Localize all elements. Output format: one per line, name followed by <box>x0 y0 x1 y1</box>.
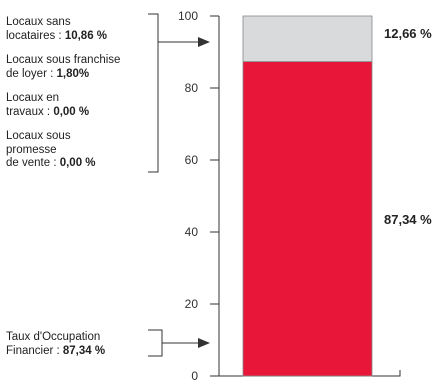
annotation-value: 0,00 % <box>53 105 90 118</box>
y-tick-label: 80 <box>185 81 199 95</box>
annotation-label: Taux d'Occupation Financier : <box>6 331 101 357</box>
bar-segment-1 <box>242 15 373 62</box>
annotation-promesse: Locaux sous promesse de vente : 0,00 % <box>6 130 96 171</box>
annotation-occupation: Taux d'Occupation Financier : 87,34 % <box>6 331 105 358</box>
annotation-franchise: Locaux sous franchise de loyer : 1,80% <box>6 54 120 81</box>
annotation-value: 0,00 % <box>59 157 96 169</box>
occupation-bracket <box>148 329 163 357</box>
y-axis-ticks: 0 20 40 60 80 100 <box>178 9 401 382</box>
y-tick-label: 60 <box>185 153 199 167</box>
vacancy-bracket <box>148 13 159 173</box>
annotation-sans-locataires: Locaux sans locataires : 10,86 % <box>6 16 107 43</box>
y-tick-label: 0 <box>191 369 198 382</box>
bars-group <box>242 15 373 377</box>
bar-segment-0 <box>242 61 373 377</box>
occupation-arrow-head <box>198 338 210 348</box>
y-tick-label: 40 <box>185 225 199 239</box>
y-tick-label: 20 <box>185 297 199 311</box>
annotation-label: Locaux en travaux : <box>6 92 60 118</box>
annotation-label: Locaux sans locataires : <box>6 16 71 42</box>
annotation-label: Locaux sous franchise de loyer : <box>6 54 121 80</box>
y-tick-label: 100 <box>178 9 198 23</box>
data-label-vacancy: 12,66 % <box>384 26 432 41</box>
annotation-value: 1,80% <box>56 67 90 80</box>
annotation-label: Locaux sous promesse de vente : <box>6 130 71 169</box>
annotation-value: 10,86 % <box>64 29 108 42</box>
data-label-occupation: 87,34 % <box>384 212 432 227</box>
annotation-value: 87,34 % <box>62 344 106 357</box>
annotation-travaux: Locaux en travaux : 0,00 % <box>6 92 89 119</box>
vacancy-arrow-head <box>198 37 210 47</box>
